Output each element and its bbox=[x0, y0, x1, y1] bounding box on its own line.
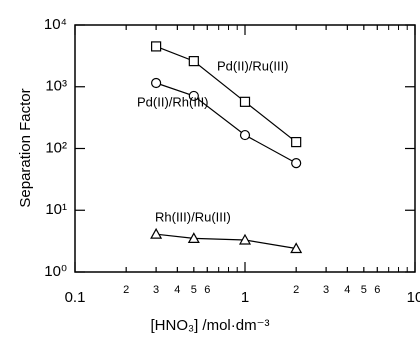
marker bbox=[188, 56, 199, 67]
x-tick-label: 5 bbox=[361, 284, 367, 296]
x-tick-label: 4 bbox=[344, 284, 350, 296]
x-tick-label: 4 bbox=[174, 284, 180, 296]
marker bbox=[239, 96, 251, 107]
series-label: Pd(II)/Rh(III) bbox=[137, 94, 209, 109]
marker bbox=[151, 41, 162, 52]
x-tick-label: 6 bbox=[204, 284, 210, 296]
x-tick-label: 10 bbox=[407, 289, 420, 306]
marker bbox=[151, 77, 162, 89]
y-tick-label: 10³ bbox=[45, 78, 67, 95]
x-tick-label: 0.1 bbox=[65, 289, 86, 306]
x-tick-label: 5 bbox=[191, 284, 197, 296]
y-tick-label: 10¹ bbox=[45, 201, 67, 218]
x-tick-label: 1 bbox=[241, 289, 249, 306]
marker bbox=[291, 136, 302, 148]
marker bbox=[290, 242, 303, 254]
series-line bbox=[155, 45, 297, 143]
series-label: Pd(II)/Ru(III) bbox=[217, 58, 289, 73]
y-axis-label: Separation Factor bbox=[17, 88, 34, 207]
x-tick-label: 6 bbox=[374, 284, 380, 296]
series-line bbox=[155, 82, 297, 164]
marker bbox=[188, 90, 199, 102]
y-tick-label: 10⁴ bbox=[44, 16, 67, 33]
x-tick-label: 2 bbox=[293, 284, 299, 296]
x-tick-label: 3 bbox=[153, 284, 159, 296]
marker bbox=[291, 158, 302, 169]
x-tick-label: 3 bbox=[323, 284, 329, 296]
y-tick-label: 10² bbox=[45, 139, 67, 156]
series-label: Rh(III)/Ru(III) bbox=[155, 209, 231, 224]
marker bbox=[239, 129, 251, 141]
marker bbox=[238, 233, 252, 245]
series-line bbox=[156, 233, 297, 250]
x-axis-label: [HNO₃] /mol·dm⁻³ bbox=[150, 317, 269, 334]
x-tick-label: 2 bbox=[123, 284, 129, 296]
y-tick-label: 10⁰ bbox=[44, 263, 67, 280]
marker bbox=[150, 227, 163, 239]
marker bbox=[187, 232, 200, 244]
